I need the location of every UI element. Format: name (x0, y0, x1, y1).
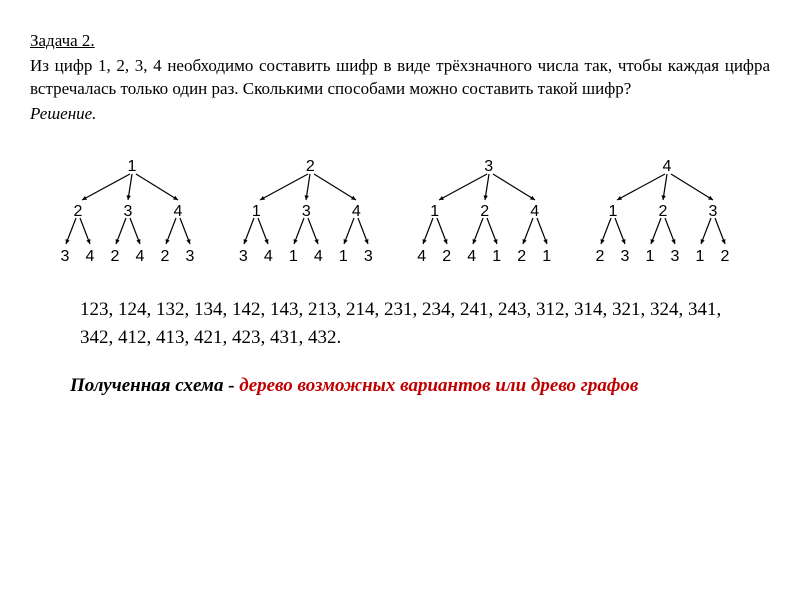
tree-mid: 2 (68, 201, 88, 223)
tree-mid: 1 (425, 201, 445, 223)
tree-4: 4 1 2 3 2 3 1 3 1 2 (595, 156, 740, 266)
tree-mid: 1 (603, 201, 623, 223)
tree-root: 3 (479, 156, 499, 178)
tree-leaf: 2 (155, 246, 175, 268)
tree-leaf: 3 (615, 246, 635, 268)
conclusion-black: Полученная схема - (70, 375, 239, 396)
tree-leaf: 1 (690, 246, 710, 268)
tree-leaf: 1 (640, 246, 660, 268)
tree-leaf: 2 (512, 246, 532, 268)
tree-mid: 4 (346, 201, 366, 223)
conclusion-red: дерево возможных вариантов или древо гра… (239, 375, 638, 396)
tree-leaf: 3 (180, 246, 200, 268)
tree-leaf: 3 (55, 246, 75, 268)
tree-mid: 1 (246, 201, 266, 223)
problem-title: Задача 2. (30, 30, 770, 53)
problem-text: Из цифр 1, 2, 3, 4 необходимо составить … (30, 55, 770, 101)
tree-leaf: 3 (233, 246, 253, 268)
tree-leaf: 2 (437, 246, 457, 268)
tree-mid: 2 (475, 201, 495, 223)
tree-mid: 2 (653, 201, 673, 223)
tree-leaf: 2 (105, 246, 125, 268)
tree-3: 3 1 2 4 4 2 4 1 2 1 (417, 156, 562, 266)
trees-row: 1 2 3 4 3 4 2 4 2 3 2 1 3 4 3 4 1 4 1 3 … (60, 156, 740, 266)
tree-leaf: 1 (487, 246, 507, 268)
tree-leaf: 2 (715, 246, 735, 268)
solution-label: Решение. (30, 103, 770, 126)
tree-root: 4 (657, 156, 677, 178)
tree-leaf: 1 (283, 246, 303, 268)
tree-mid: 3 (296, 201, 316, 223)
conclusion: Полученная схема - дерево возможных вари… (70, 373, 740, 399)
tree-leaf: 1 (333, 246, 353, 268)
tree-leaf: 3 (358, 246, 378, 268)
tree-mid: 3 (118, 201, 138, 223)
tree-mid: 3 (703, 201, 723, 223)
tree-leaf: 4 (130, 246, 150, 268)
tree-leaf: 4 (412, 246, 432, 268)
tree-root: 1 (122, 156, 142, 178)
tree-leaf: 4 (80, 246, 100, 268)
tree-leaf: 4 (308, 246, 328, 268)
result-list: 123, 124, 132, 134, 142, 143, 213, 214, … (80, 296, 740, 353)
tree-1: 1 2 3 4 3 4 2 4 2 3 (60, 156, 205, 266)
tree-2: 2 1 3 4 3 4 1 4 1 3 (238, 156, 383, 266)
tree-leaf: 3 (665, 246, 685, 268)
tree-leaf: 2 (590, 246, 610, 268)
tree-mid: 4 (168, 201, 188, 223)
tree-leaf: 1 (537, 246, 557, 268)
tree-root: 2 (300, 156, 320, 178)
tree-leaf: 4 (258, 246, 278, 268)
tree-leaf: 4 (462, 246, 482, 268)
tree-mid: 4 (525, 201, 545, 223)
